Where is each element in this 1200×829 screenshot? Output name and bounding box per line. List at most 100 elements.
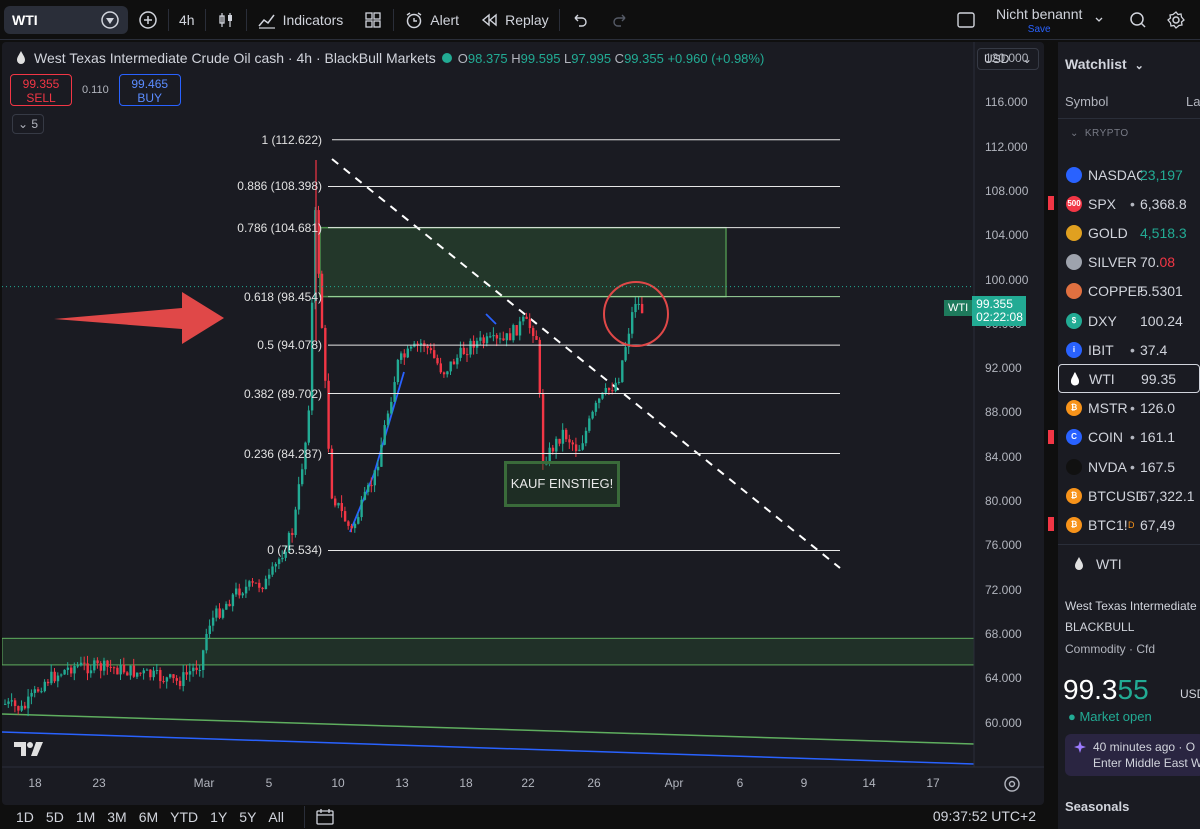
watchlist-heart-icon[interactable] <box>100 10 120 30</box>
candle-body <box>86 663 89 674</box>
watchlist-last: 161.1 <box>1140 429 1176 446</box>
candle-body <box>357 517 360 524</box>
chart-type-button[interactable] <box>206 0 246 40</box>
candle-body <box>350 525 353 529</box>
layout-name-control[interactable]: Nicht benannt Save <box>956 0 1104 40</box>
fib-level-label: 0.382 (89.702) <box>243 386 322 401</box>
candle-body <box>548 447 551 464</box>
watchlist-row[interactable]: ₿ MSTR • 126.0 <box>1058 394 1200 423</box>
red-arrow-annotation[interactable] <box>54 292 224 344</box>
interval-button[interactable]: 4h <box>179 11 195 28</box>
alert-button[interactable]: Alert <box>394 0 469 40</box>
candle-body <box>584 430 588 444</box>
watchlist-section[interactable]: ⌄ KRYPTO <box>1070 128 1129 139</box>
column-symbol[interactable]: Symbol <box>1065 94 1109 109</box>
red-circle-annotation[interactable] <box>603 281 669 347</box>
watchlist-row[interactable]: $ DXY 100.24 <box>1058 306 1200 335</box>
candle-body <box>518 321 522 336</box>
gear-icon[interactable] <box>1166 10 1186 30</box>
chart-pane[interactable]: West Texas Intermediate Crude Oil cash ·… <box>2 42 1044 805</box>
watchlist-row[interactable]: ₿ BTCUSD 67,322.1 <box>1058 481 1200 510</box>
candle-body <box>165 677 169 682</box>
range-button[interactable]: 1Y <box>210 809 228 825</box>
indicators-button[interactable]: Indicators <box>247 0 354 40</box>
column-last[interactable]: La <box>1186 94 1200 109</box>
ohlc-open-key: O <box>457 50 468 66</box>
quick-search-icon[interactable] <box>1128 10 1148 30</box>
range-button[interactable]: 1M <box>75 809 96 825</box>
candle-body <box>594 402 598 412</box>
watchlist-row[interactable]: COPPER 5.5301 <box>1058 277 1200 306</box>
replay-button[interactable]: Replay <box>469 0 559 40</box>
sell-button[interactable]: 99.355 SELL <box>10 74 72 106</box>
price-chart[interactable] <box>2 42 1044 805</box>
impulse-line[interactable] <box>485 313 497 325</box>
watchlist-row[interactable]: 500 SPX • 6,368.8 <box>1048 189 1200 218</box>
candle-body <box>393 382 396 402</box>
date-range-icon[interactable] <box>315 808 335 826</box>
candle-body <box>508 333 512 341</box>
range-button[interactable]: 1D <box>16 809 34 825</box>
watchlist-last: 67,322.1 <box>1140 487 1195 504</box>
price-tick: 104.000 <box>985 228 1029 243</box>
add-symbol-button[interactable] <box>128 0 168 40</box>
watchlist-row[interactable]: 💧 WTI 99.35 <box>1058 364 1200 394</box>
ohlc-open: 98.375 <box>467 50 508 66</box>
resistance-zone[interactable] <box>319 226 727 298</box>
clock[interactable]: 09:37:52 UTC+2 <box>932 808 1036 824</box>
currency-selector[interactable]: USD ⌄ <box>977 48 1039 70</box>
candle-body <box>416 343 419 346</box>
flag-marker[interactable] <box>1048 517 1054 532</box>
watchlist-row[interactable]: i IBIT • 37.4 <box>1058 335 1200 364</box>
range-button[interactable]: 6M <box>138 809 159 825</box>
watchlist-row[interactable]: NASDAQ 23,197 <box>1058 160 1200 189</box>
flag-marker[interactable] <box>1048 429 1054 444</box>
time-tick: 13 <box>395 776 409 790</box>
symbol-search-box[interactable]: WTI <box>4 5 128 34</box>
status-dot: • <box>1130 429 1135 446</box>
seasonals-heading[interactable]: Seasonals <box>1065 799 1130 814</box>
timezone-settings-icon[interactable] <box>1003 775 1021 793</box>
trend-line-green[interactable] <box>2 713 975 745</box>
buy-button[interactable]: 99.465 BUY <box>118 74 181 106</box>
watchlist-row[interactable]: ₿ BTC1! D 67,49 <box>1048 510 1200 539</box>
watchlist-last: 126.0 <box>1140 400 1176 417</box>
layout-checkbox-icon <box>957 12 975 28</box>
watchlist-row[interactable]: SILVER 70.08 <box>1058 248 1200 277</box>
status-dot: • <box>1130 458 1135 475</box>
flag-marker[interactable] <box>1048 196 1054 211</box>
candle-body <box>571 442 574 445</box>
time-range-buttons: 1D 5D 1M 3M 6M YTD 1Y 5Y All <box>10 809 290 825</box>
candle-body <box>96 660 99 664</box>
save-label[interactable]: Save <box>1027 23 1051 35</box>
layouts-button[interactable] <box>353 0 393 40</box>
range-button[interactable]: 5Y <box>239 809 257 825</box>
watchlist-symbol: COIN <box>1088 429 1123 446</box>
candle-body <box>192 667 195 672</box>
details-exchange[interactable]: BLACKBULL <box>1065 620 1135 634</box>
support-zone[interactable] <box>2 637 975 666</box>
candle-body <box>46 681 50 684</box>
fib-level-label: 0.236 (84.287) <box>243 446 322 461</box>
buy-entry-annotation[interactable]: KAUF EINSTIEG! <box>504 461 620 507</box>
watchlist-row[interactable]: GOLD 4,518.3 <box>1058 218 1200 247</box>
range-button[interactable]: All <box>268 809 284 825</box>
watchlist-row[interactable]: NVDA • 167.5 <box>1058 452 1200 481</box>
range-button[interactable]: YTD <box>170 809 199 825</box>
redo-button[interactable] <box>600 0 640 40</box>
range-button[interactable]: 3M <box>107 809 127 825</box>
watchlist-title[interactable]: Watchlist ⌄ <box>1065 56 1144 72</box>
candle-body <box>386 413 390 426</box>
range-button[interactable]: 5D <box>45 809 64 825</box>
trend-line-blue[interactable] <box>2 731 975 765</box>
legend-collapse-button[interactable]: ⌄ 5 <box>12 114 44 134</box>
divider <box>1058 544 1200 545</box>
candle-body <box>449 361 452 372</box>
tradingview-logo[interactable] <box>14 740 44 763</box>
undo-button[interactable] <box>560 0 600 40</box>
watchlist-row[interactable]: C COIN • 161.1 <box>1048 423 1200 452</box>
watchlist-symbol: IBIT <box>1088 341 1114 358</box>
news-headline[interactable]: 40 minutes ago · O Enter Middle East W <box>1065 734 1200 776</box>
details-symbol[interactable]: WTI <box>1096 556 1122 572</box>
impulse-line[interactable] <box>349 371 405 533</box>
